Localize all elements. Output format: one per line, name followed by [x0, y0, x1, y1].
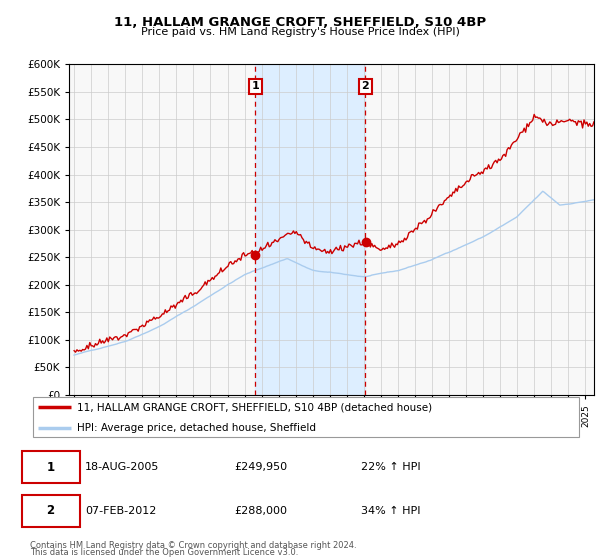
Text: Contains HM Land Registry data © Crown copyright and database right 2024.: Contains HM Land Registry data © Crown c…: [30, 541, 356, 550]
Text: £288,000: £288,000: [234, 506, 287, 516]
Text: £249,950: £249,950: [234, 462, 287, 472]
FancyBboxPatch shape: [22, 451, 80, 483]
FancyBboxPatch shape: [33, 397, 579, 437]
Text: 22% ↑ HPI: 22% ↑ HPI: [361, 462, 421, 472]
Text: 11, HALLAM GRANGE CROFT, SHEFFIELD, S10 4BP (detached house): 11, HALLAM GRANGE CROFT, SHEFFIELD, S10 …: [77, 402, 432, 412]
FancyBboxPatch shape: [22, 494, 80, 527]
Text: 1: 1: [251, 81, 259, 91]
Text: 34% ↑ HPI: 34% ↑ HPI: [361, 506, 421, 516]
Text: This data is licensed under the Open Government Licence v3.0.: This data is licensed under the Open Gov…: [30, 548, 298, 557]
Text: HPI: Average price, detached house, Sheffield: HPI: Average price, detached house, Shef…: [77, 423, 316, 433]
Text: 18-AUG-2005: 18-AUG-2005: [85, 462, 160, 472]
Text: 1: 1: [46, 460, 55, 474]
Bar: [256, 64, 365, 395]
Text: 11, HALLAM GRANGE CROFT, SHEFFIELD, S10 4BP: 11, HALLAM GRANGE CROFT, SHEFFIELD, S10 …: [114, 16, 486, 29]
Text: 2: 2: [46, 504, 55, 517]
Text: 2: 2: [362, 81, 369, 91]
Text: 07-FEB-2012: 07-FEB-2012: [85, 506, 157, 516]
Text: Price paid vs. HM Land Registry's House Price Index (HPI): Price paid vs. HM Land Registry's House …: [140, 27, 460, 37]
